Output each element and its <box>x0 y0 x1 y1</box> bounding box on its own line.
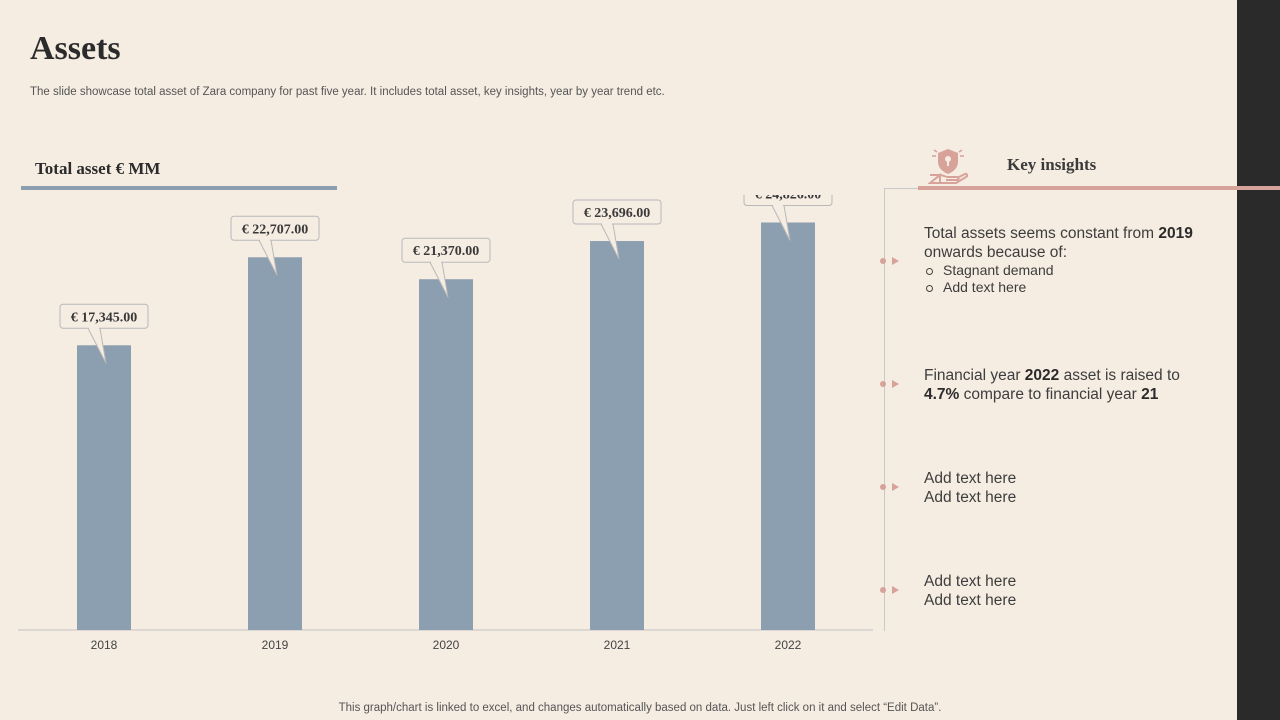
chart-title-underline <box>21 186 337 190</box>
data-label-pointer <box>258 240 278 276</box>
data-label-box <box>230 215 320 241</box>
insight-item-3: Add text here Add text here <box>924 469 1224 507</box>
key-insights-underline <box>918 186 1280 190</box>
insight-item-1: Total assets seems constant from 2019 on… <box>924 224 1224 296</box>
key-insights-title: Key insights <box>1007 155 1097 174</box>
x-tick-label: 2018 <box>91 638 118 652</box>
insight-1-sub-item: Add text here <box>924 279 1224 296</box>
insight-1-text-a: Total assets seems constant from <box>924 225 1159 242</box>
footer-note: This graph/chart is linked to excel, and… <box>338 702 942 714</box>
data-label-pointer <box>87 328 107 364</box>
data-label-box <box>743 195 833 206</box>
insight-1-sub-item: Stagnant demand <box>924 262 1224 279</box>
bar[interactable] <box>761 222 815 630</box>
x-tick-label: 2019 <box>262 638 289 652</box>
data-label-box <box>401 237 491 263</box>
x-tick-label: 2022 <box>775 638 802 652</box>
insight-2-bold-year-short: 21 <box>1141 386 1159 403</box>
insight-1-bold-year: 2019 <box>1158 225 1193 242</box>
bar[interactable] <box>419 279 473 630</box>
insight-item-2: Financial year 2022 asset is raised to 4… <box>924 366 1224 404</box>
data-label: € 22,707.00 <box>242 222 309 237</box>
data-label-box <box>59 303 149 329</box>
data-label: € 24,826.00 <box>755 195 822 202</box>
insight-2-bold-percent: 4.7% <box>924 386 960 403</box>
data-label: € 21,370.00 <box>413 244 480 259</box>
insight-3-line-1: Add text here <box>924 470 1017 487</box>
x-tick-label: 2021 <box>604 638 631 652</box>
insight-2-text-a: Financial year <box>924 367 1025 384</box>
x-tick-label: 2020 <box>433 638 460 652</box>
insight-marker-3 <box>880 483 899 491</box>
bar-chart[interactable]: 2018 € 17,345.00 2019 € 22,707.00 2020 € 21,3… <box>0 195 880 665</box>
page-title: Assets <box>30 30 121 67</box>
data-label-pointer <box>600 223 620 260</box>
data-label: € 17,345.00 <box>71 310 138 325</box>
data-label-pointer <box>429 261 449 298</box>
data-label-box <box>572 199 662 225</box>
insights-connector-line <box>884 188 885 631</box>
insight-marker-4 <box>880 586 899 594</box>
page-subtitle: The slide showcase total asset of Zara c… <box>30 86 665 98</box>
insight-4-line-1: Add text here <box>924 573 1017 590</box>
insight-item-4: Add text here Add text here <box>924 572 1224 610</box>
bar[interactable] <box>590 241 644 630</box>
insights-connector-top <box>884 188 918 189</box>
right-edge-strip <box>1237 0 1280 720</box>
bar[interactable] <box>248 257 302 630</box>
insight-marker-2 <box>880 380 899 388</box>
insight-2-bold-year: 2022 <box>1024 367 1060 384</box>
insight-3-line-2: Add text here <box>924 489 1017 506</box>
chart-title: Total asset € MM <box>35 159 161 178</box>
insight-2-text-b: asset is raised to <box>1059 367 1180 384</box>
data-label-pointer <box>771 205 791 241</box>
insight-4-line-2: Add text here <box>924 592 1017 609</box>
insight-marker-1 <box>880 257 899 265</box>
bar[interactable] <box>77 345 131 630</box>
insight-2-text-c: compare to financial year <box>959 386 1142 403</box>
shield-hand-icon <box>928 149 968 184</box>
data-label: € 23,696.00 <box>584 206 651 221</box>
insight-1-text-b: onwards because of: <box>924 244 1068 261</box>
